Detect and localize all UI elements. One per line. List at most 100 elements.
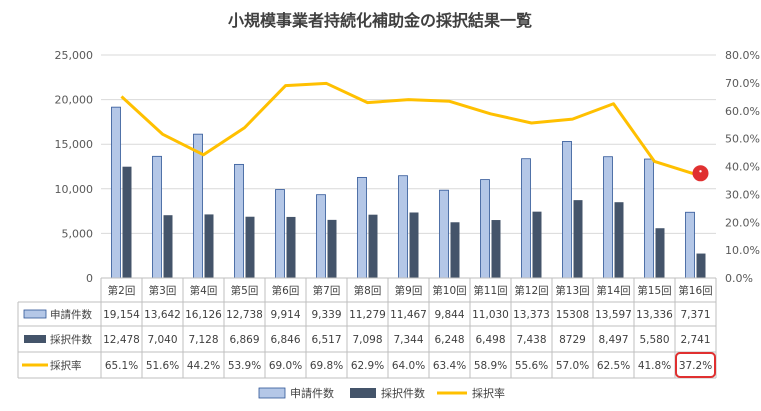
table-cell: 7,098 — [352, 334, 382, 346]
rate-line-path — [120, 81, 696, 176]
bar-adopted — [409, 212, 419, 278]
table-cell: 5,580 — [639, 334, 669, 346]
table-cell: 6,869 — [229, 334, 259, 346]
rate-line — [120, 81, 709, 182]
category-label: 第8回 — [354, 284, 382, 297]
table-cell: 62.9% — [351, 360, 384, 372]
table-cell: 51.6% — [146, 360, 179, 372]
y2-tick-label: 80.0% — [725, 49, 760, 62]
table-cell: 13,336 — [636, 309, 673, 321]
table-cell: 64.0% — [392, 360, 425, 372]
bar-adopted — [573, 200, 583, 278]
highlight-box — [675, 352, 716, 378]
table-cell: 62.5% — [597, 360, 630, 372]
table-cell: 11,467 — [390, 309, 427, 321]
bar-adopted — [204, 214, 214, 278]
bar-adopted — [655, 228, 665, 278]
bar-adopted — [450, 222, 460, 278]
table-cell: 11,030 — [472, 309, 509, 321]
table-cell: 37.2% — [679, 360, 712, 372]
bar-applications — [275, 189, 285, 279]
bar-adopted — [327, 219, 337, 278]
table-cell: 7,344 — [393, 334, 423, 346]
bar-applications — [480, 179, 490, 279]
legend-key-applications — [258, 387, 286, 399]
y2-tick-label: 10.0% — [725, 244, 760, 257]
highlight-marker — [692, 165, 709, 182]
legend-label: 採択率 — [472, 386, 505, 400]
category-label: 第15回 — [637, 284, 671, 297]
category-label: 第6回 — [272, 284, 300, 297]
table-cell: 6,248 — [434, 334, 464, 346]
bar-applications — [152, 155, 162, 279]
legend-key-adopted — [350, 388, 376, 398]
row-header: 採択件数 — [50, 333, 92, 346]
bar-adopted — [614, 202, 624, 278]
row-header: 採択率 — [50, 359, 82, 372]
y-axis-right: 80.0% 70.0% 60.0% 50.0% 40.0% 30.0% 20.0% 10.0%… — [725, 49, 760, 285]
table-cell: 16,126 — [185, 309, 222, 321]
y2-tick-label: 70.0% — [725, 77, 760, 90]
bar-applications — [439, 189, 449, 279]
bar-applications — [603, 156, 613, 279]
table-cell: 7,128 — [188, 334, 218, 346]
category-label: 第14回 — [596, 284, 630, 297]
table-cell: 15308 — [556, 309, 589, 321]
bar-applications — [398, 175, 408, 279]
bar-adopted — [491, 220, 501, 278]
table-cell: 9,339 — [311, 309, 341, 321]
y2-tick-label: 40.0% — [725, 161, 760, 174]
category-label: 第5回 — [231, 284, 259, 297]
bar-applications — [193, 133, 203, 279]
category-label: 第13回 — [555, 284, 589, 297]
chart-title: 小規模事業者持続化補助金の採択結果一覧 — [228, 11, 532, 30]
bar-adopted — [122, 166, 132, 278]
table-cell: 13,597 — [595, 309, 632, 321]
bar-applications — [685, 211, 695, 279]
table-cell: 12,738 — [226, 309, 263, 321]
y-tick-label: 0 — [86, 272, 93, 285]
category-label: 第9回 — [395, 284, 423, 297]
table-cell: 9,914 — [270, 309, 300, 321]
category-label: 第2回 — [108, 284, 136, 297]
table-cell: 8,497 — [598, 334, 628, 346]
bars — [111, 106, 706, 279]
table-cell: 7,438 — [516, 334, 546, 346]
table-cell: 69.0% — [269, 360, 302, 372]
table-cell: 58.9% — [474, 360, 507, 372]
data-table: 第2回 第3回 第4回 第5回 第6回 第7回 第8回 第9回 第10回 第11回 第12回 第13回… — [17, 277, 717, 379]
table-cell: 6,498 — [475, 334, 505, 346]
category-label: 第16回 — [678, 284, 712, 297]
table-cell: 65.1% — [105, 360, 138, 372]
y-tick-label: 25,000 — [55, 49, 94, 62]
legend: 申請件数 採択件数 採択率 — [258, 386, 505, 400]
table-cell: 6,846 — [270, 334, 300, 346]
table-cell: 57.0% — [556, 360, 589, 372]
bar-adopted — [368, 214, 378, 278]
row-key — [23, 309, 47, 319]
y-tick-label: 10,000 — [55, 183, 94, 196]
row-header: 申請件数 — [50, 308, 92, 321]
table-cell: 7,371 — [680, 309, 710, 321]
y2-tick-label: 0.0% — [725, 272, 753, 285]
table-cell: 6,517 — [311, 334, 341, 346]
bar-applications — [111, 106, 121, 279]
table-cell: 63.4% — [433, 360, 466, 372]
legend-label: 採択件数 — [381, 386, 425, 400]
category-label: 第12回 — [514, 284, 548, 297]
category-label: 第3回 — [149, 284, 177, 297]
bar-adopted — [286, 216, 296, 278]
table-cell: 13,642 — [144, 309, 181, 321]
bar-adopted — [245, 216, 255, 278]
table-cell: 55.6% — [515, 360, 548, 372]
table-cell: 7,040 — [147, 334, 177, 346]
table-cell: 11,279 — [349, 309, 386, 321]
table-cell: 13,373 — [513, 309, 550, 321]
table-cell: 12,478 — [103, 334, 140, 346]
category-label: 第7回 — [313, 284, 341, 297]
table-cell: 53.9% — [228, 360, 261, 372]
y2-tick-label: 50.0% — [725, 133, 760, 146]
y-tick-label: 5,000 — [62, 227, 94, 240]
y-tick-label: 15,000 — [55, 138, 94, 151]
bar-adopted — [532, 211, 542, 278]
